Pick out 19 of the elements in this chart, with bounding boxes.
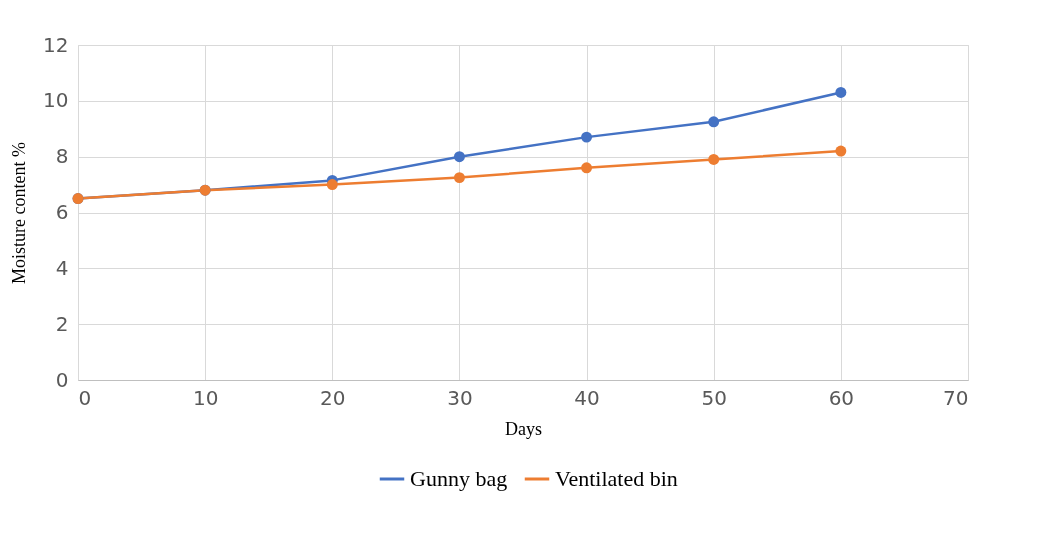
x-tick-label: 40 [574, 385, 600, 410]
y-tick-label: 10 [43, 88, 69, 113]
x-tick-label: 30 [447, 385, 473, 410]
x-tick-label: 10 [192, 385, 219, 410]
y-tick-label: 8 [55, 144, 69, 169]
y-tick-label: 4 [55, 255, 69, 280]
legend-label: Gunny bag [410, 466, 508, 491]
x-tick-label: 20 [320, 385, 346, 410]
x-tick-label: 70 [943, 385, 969, 410]
y-tick-label: 12 [43, 32, 69, 57]
x-tick-label: 0 [78, 385, 92, 410]
y-tick-label: 0 [55, 367, 69, 392]
x-axis-title: Days [505, 418, 542, 439]
y-tick-label: 6 [55, 200, 69, 224]
y-axis-title: Moisture content % [9, 142, 30, 284]
x-tick-label: 60 [828, 385, 855, 410]
y-tick-label: 2 [55, 311, 69, 336]
x-tick-label: 50 [701, 385, 727, 410]
legend-label: Ventilated bin [555, 466, 678, 491]
